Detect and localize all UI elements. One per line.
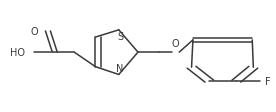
Text: HO: HO	[10, 48, 25, 58]
Text: S: S	[117, 32, 123, 42]
Text: F: F	[265, 76, 271, 86]
Text: O: O	[171, 38, 179, 48]
Text: O: O	[31, 27, 39, 37]
Text: N: N	[116, 64, 124, 74]
